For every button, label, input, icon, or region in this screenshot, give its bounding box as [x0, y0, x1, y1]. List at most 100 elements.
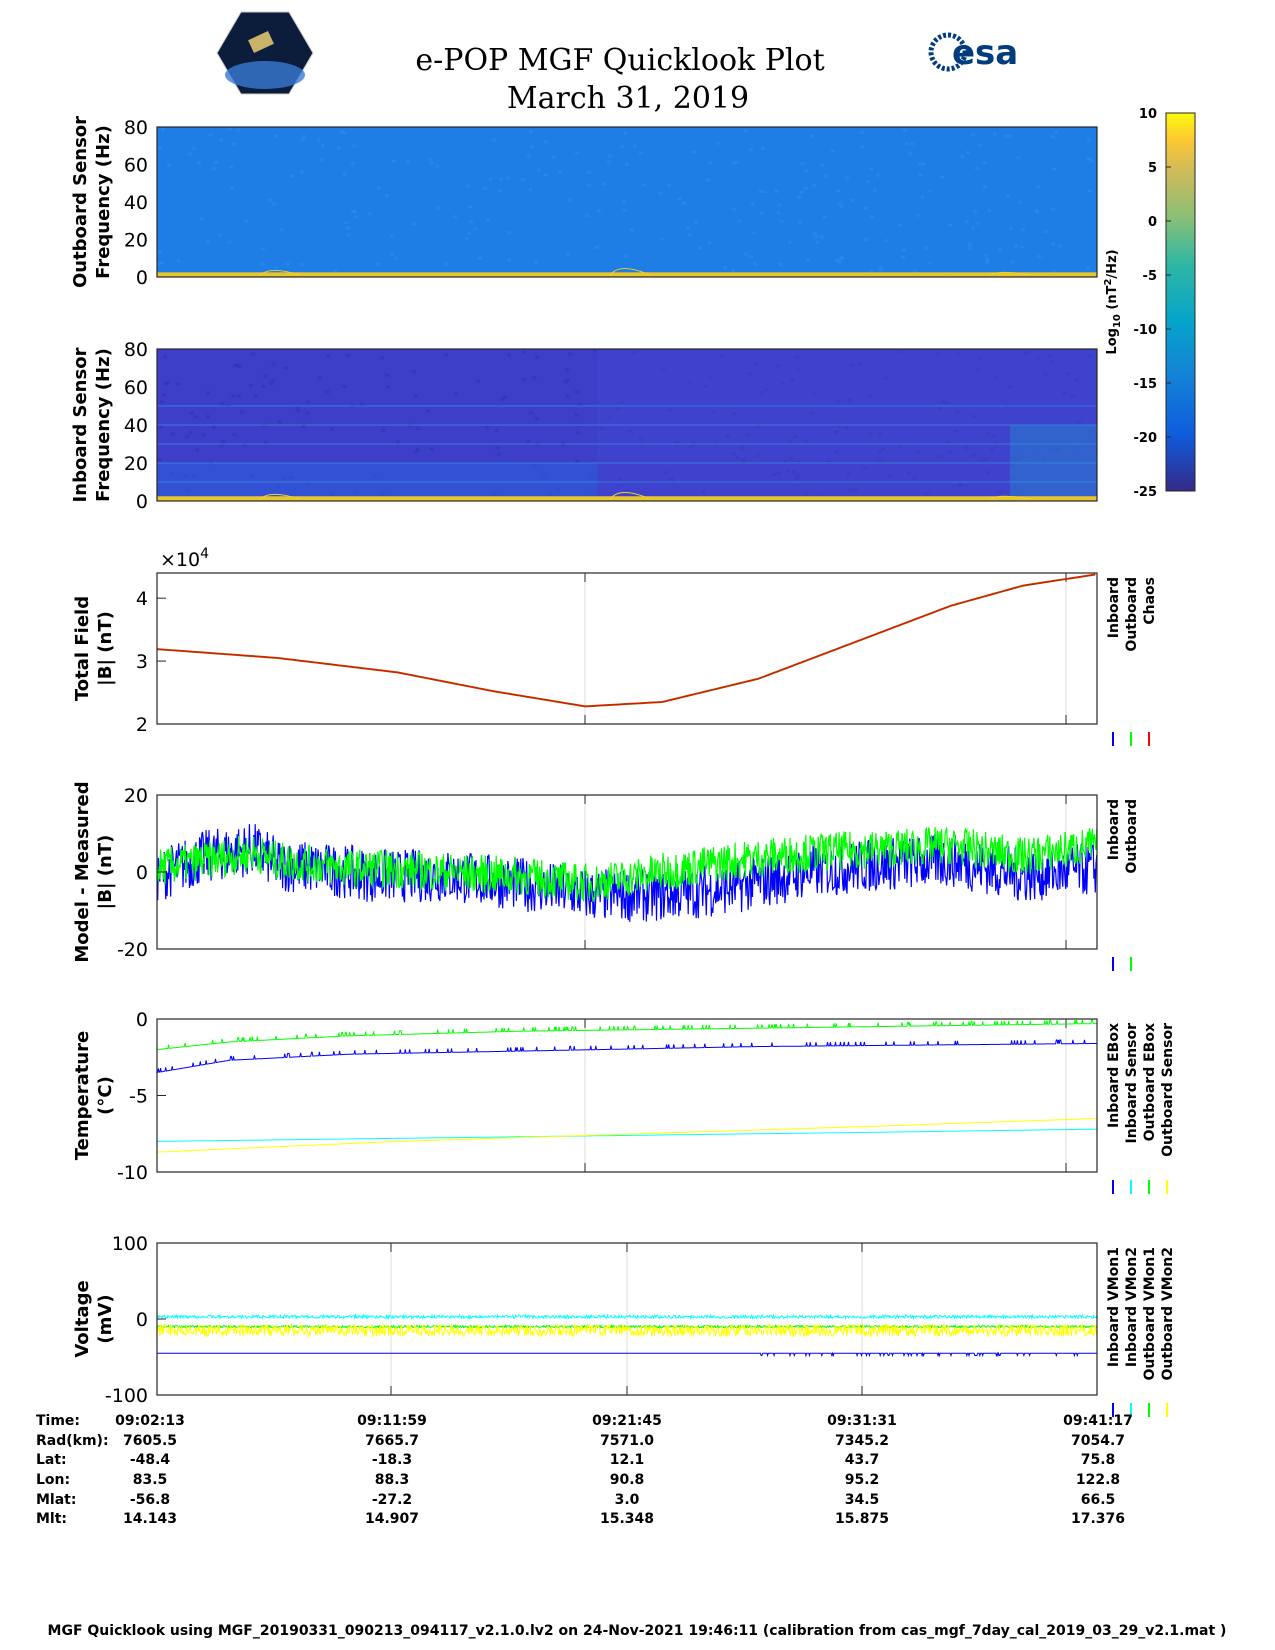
- spectrogram-pixel: [435, 164, 440, 168]
- spectrogram-pixel: [774, 190, 779, 194]
- legend-label: Inboard VMon2: [1124, 1247, 1140, 1367]
- spectrogram-pixel: [693, 220, 698, 224]
- spectrogram-pixel: [975, 221, 980, 225]
- spectrogram-pixel: [862, 465, 867, 469]
- spectrogram-pixel: [1050, 207, 1055, 211]
- spectrogram-pixel: [596, 209, 601, 213]
- spectrogram-pixel: [484, 426, 489, 430]
- spectrogram-pixel: [1010, 260, 1015, 264]
- spectrogram-pixel: [759, 211, 764, 215]
- spectrogram-pixel: [561, 441, 566, 445]
- spectrogram-pixel: [522, 378, 527, 382]
- series-line-inboard-vmon2: [156, 1313, 1098, 1321]
- spectrogram-pixel: [584, 214, 589, 218]
- spectrogram-pixel: [753, 262, 758, 266]
- spectrogram-pixel: [834, 430, 839, 434]
- ephemeris-value: 75.8: [1081, 1452, 1116, 1468]
- spectrogram-pixel: [837, 424, 842, 428]
- spectrogram-pixel: [691, 441, 696, 445]
- spectrogram-pixel: [507, 258, 512, 262]
- spectrogram-pixel: [236, 128, 241, 132]
- spectrogram-pixel: [390, 253, 395, 257]
- spectrogram-pixel: [219, 402, 224, 406]
- spectrogram-pixel: [526, 440, 531, 444]
- spectrogram-pixel: [1049, 359, 1054, 363]
- spectrogram-pixel: [753, 362, 758, 366]
- spectrogram-pixel: [924, 246, 929, 250]
- ephemeris-value: 17.376: [1071, 1511, 1125, 1527]
- spectrogram-pixel: [964, 220, 969, 224]
- colorbar: [1165, 112, 1196, 492]
- spectrogram-pixel: [260, 262, 265, 266]
- spectrogram-pixel: [795, 355, 800, 359]
- spectrogram-pixel: [158, 146, 163, 150]
- spectrogram-pixel: [1048, 448, 1053, 452]
- ephemeris-value: 3.0: [615, 1492, 640, 1508]
- spectrogram-pixel: [367, 212, 372, 216]
- spectrogram-pixel: [734, 161, 739, 165]
- spectrogram-image: [157, 127, 1097, 277]
- spectrogram-pixel: [948, 223, 953, 227]
- spectrogram-pixel: [837, 260, 842, 264]
- spectrogram-pixel: [789, 378, 794, 382]
- ephemeris-value: 09:21:45: [592, 1413, 662, 1429]
- spectrogram-pixel: [958, 482, 963, 486]
- spectrogram-pixel: [731, 452, 736, 456]
- spectrogram-pixel: [267, 198, 272, 202]
- spectrogram-pixel: [219, 138, 224, 142]
- legend-label: Inboard EBox: [1106, 1023, 1122, 1128]
- spectrogram-pixel: [211, 425, 216, 429]
- spectrogram-pixel: [803, 186, 808, 190]
- spectrogram-pixel: [1070, 394, 1075, 398]
- spectrogram-pixel: [916, 450, 921, 454]
- spectrogram-pixel: [507, 231, 512, 235]
- spectrogram-pixel: [787, 440, 792, 444]
- spectrogram-pixel: [711, 409, 716, 413]
- ephemeris-value: 66.5: [1081, 1492, 1116, 1508]
- spectrogram-pixel: [907, 471, 912, 475]
- legend-label: Outboard VMon2: [1160, 1247, 1176, 1381]
- spectrogram-pixel: [955, 409, 960, 413]
- spectrogram-pixel: [376, 186, 381, 190]
- spectrogram-pixel: [587, 183, 592, 187]
- spectrogram-pixel: [972, 453, 977, 457]
- spectrogram-pixel: [206, 391, 211, 395]
- spectrogram-pixel: [632, 350, 637, 354]
- axes-frame: [156, 126, 1098, 278]
- spectrogram-pixel: [1036, 185, 1041, 189]
- spectrogram-pixel: [283, 366, 288, 370]
- spectrogram-pixel: [948, 450, 953, 454]
- spectrogram-pixel: [677, 197, 682, 201]
- spectrogram-pixel: [593, 349, 598, 353]
- spectrogram-pixel: [805, 258, 810, 262]
- spectrogram-pixel: [879, 266, 884, 270]
- spectrogram-pixel: [998, 247, 1003, 251]
- spectrogram-pixel: [908, 152, 913, 156]
- spectrogram-pixel: [860, 145, 865, 149]
- spectrogram-pixel: [529, 145, 534, 149]
- spectrogram-pixel: [838, 202, 843, 206]
- spectrogram-pixel: [316, 138, 321, 142]
- spectrogram-pixel: [251, 352, 256, 356]
- spectrogram-pixel: [1021, 455, 1026, 459]
- spectrogram-pixel: [688, 233, 693, 237]
- axes-frame: [156, 572, 1098, 725]
- spectrogram-pixel: [776, 471, 781, 475]
- spectrogram-pixel: [411, 370, 416, 374]
- spectrogram-pixel: [735, 456, 740, 460]
- spectrogram-pixel: [575, 413, 580, 417]
- spectrogram-pixel: [488, 177, 493, 181]
- ephemeris-value: 90.8: [610, 1472, 645, 1488]
- spectrogram-pixel: [943, 401, 948, 405]
- spectrogram-pixel: [1008, 227, 1013, 231]
- spectrogram-pixel: [568, 352, 573, 356]
- colorbar-tick-label: 10: [1139, 107, 1157, 122]
- spectrogram-pixel: [576, 431, 581, 435]
- spectrogram-pixel: [629, 228, 634, 232]
- spectrogram-pixel: [166, 163, 171, 167]
- axis-exponent-power: 4: [200, 546, 209, 562]
- spectrogram-pixel: [725, 435, 730, 439]
- y-axis-label-units: Frequency (Hz): [93, 125, 114, 279]
- spectrogram-pixel: [205, 414, 210, 418]
- spectrogram-pixel: [1007, 135, 1012, 139]
